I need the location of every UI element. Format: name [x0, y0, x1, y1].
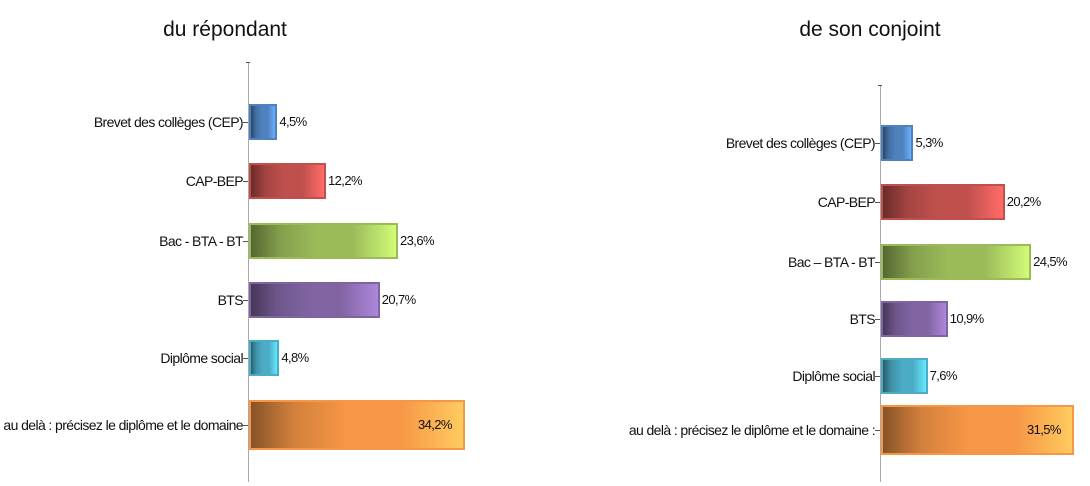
value-label: 7,6%: [929, 368, 958, 383]
category-label: Bac – BTA - BT: [787, 253, 876, 270]
category-label: au delà : précisez le diplôme et le doma…: [628, 421, 876, 438]
value-label: 20,2%: [1006, 194, 1041, 209]
value-label: 24,5%: [1033, 254, 1067, 269]
axis-tick: [243, 425, 248, 426]
bar: [249, 340, 280, 376]
category-label: Diplôme social: [792, 367, 875, 384]
bar: [881, 244, 1032, 280]
category-label: CAP-BEP: [817, 193, 876, 210]
axis-line: [880, 85, 881, 482]
chart-title: de son conjoint: [799, 18, 941, 41]
value-label: 34,2%: [418, 417, 452, 432]
value-label: 23,6%: [400, 233, 434, 248]
value-label: 5,3%: [915, 135, 943, 150]
bar: [249, 223, 399, 259]
chart-title: du répondant: [163, 18, 287, 41]
bar: [249, 104, 278, 140]
bar: [881, 405, 1074, 455]
axis-line: [248, 62, 249, 482]
axis-tick: [878, 85, 882, 86]
axis-tick: [246, 62, 250, 63]
bar: [881, 358, 928, 394]
bar: [249, 400, 465, 450]
axis-tick: [243, 241, 248, 242]
axis-tick: [875, 143, 880, 144]
category-label: Brevet des collèges (CEP): [725, 134, 876, 151]
category-label: Diplôme social: [160, 349, 243, 366]
category-label: Bac - BTA - BT: [159, 232, 244, 249]
axis-tick: [875, 319, 880, 320]
bar: [881, 184, 1005, 220]
axis-tick: [875, 376, 880, 377]
category-label: au delà : précisez le diplôme et le doma…: [3, 416, 243, 433]
axis-tick: [243, 122, 248, 123]
category-label: BTS: [217, 291, 244, 308]
axis-tick: [875, 430, 880, 431]
axis-tick: [243, 358, 248, 359]
bar: [249, 282, 380, 318]
bar: [881, 125, 914, 161]
value-label: 4,8%: [281, 350, 309, 365]
value-label: 20,7%: [381, 292, 416, 307]
axis-tick: [875, 262, 880, 263]
value-label: 31,5%: [1027, 422, 1061, 437]
axis-tick: [243, 300, 248, 301]
category-label: CAP-BEP: [185, 172, 244, 189]
value-label: 12,2%: [328, 173, 362, 188]
category-label: Brevet des collèges (CEP): [93, 113, 244, 130]
axis-tick: [243, 181, 248, 182]
bar: [881, 301, 948, 337]
category-label: BTS: [849, 310, 876, 327]
value-label: 4,5%: [279, 114, 307, 129]
bar: [249, 163, 327, 199]
axis-tick: [875, 202, 880, 203]
value-label: 10,9%: [949, 311, 984, 326]
